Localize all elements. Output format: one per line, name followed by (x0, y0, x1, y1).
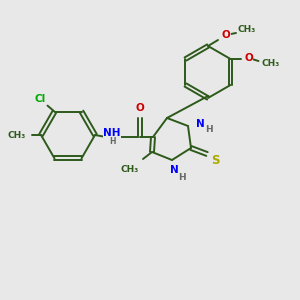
Text: CH₃: CH₃ (261, 59, 280, 68)
Text: H: H (178, 173, 186, 182)
Text: NH: NH (103, 128, 121, 138)
Text: N: N (169, 165, 178, 175)
Text: H: H (205, 125, 213, 134)
Text: O: O (136, 103, 144, 113)
Text: CH₃: CH₃ (121, 164, 139, 173)
Text: H: H (109, 137, 115, 146)
Text: Cl: Cl (35, 94, 46, 103)
Text: CH₃: CH₃ (238, 26, 256, 34)
Text: O: O (244, 53, 253, 63)
Text: O: O (222, 30, 230, 40)
Text: N: N (196, 119, 204, 129)
Text: CH₃: CH₃ (8, 130, 26, 140)
Text: S: S (211, 154, 219, 167)
